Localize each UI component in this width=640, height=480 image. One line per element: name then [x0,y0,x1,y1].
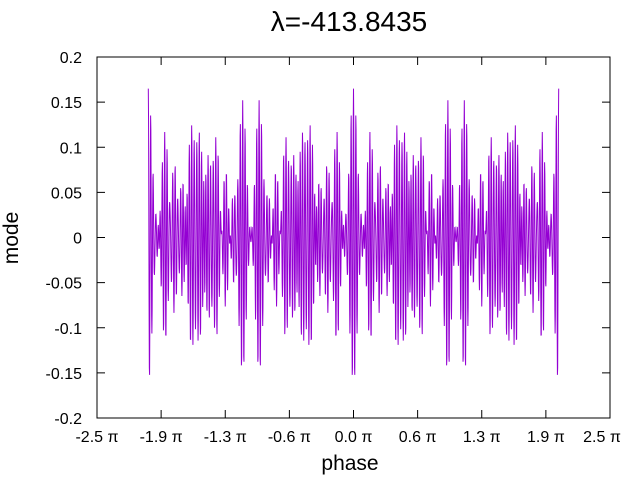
y-tick-label: 0.2 [60,50,82,67]
x-tick-label: 0.6 π [399,429,437,446]
x-tick-label: -2.5 π [75,429,118,446]
y-tick-label: -0.15 [46,366,83,383]
chart-title: λ=-413.8435 [271,6,427,37]
y-tick-label: -0.1 [54,321,82,338]
y-tick-label: 0 [73,231,82,248]
x-tick-label: -1.3 π [204,429,247,446]
y-axis-label: mode [0,212,23,265]
x-tick-label: 2.5 π [583,429,621,446]
x-tick-label: 0.0 π [335,429,373,446]
y-tick-label: 0.1 [60,140,82,157]
y-tick-label: -0.05 [46,276,83,293]
x-axis: -2.5 π -1.9 π -1.3 π -0.6 π 0.0 π 0.6 π 1.3 π 1… [75,57,621,446]
series-line [147,88,560,375]
series-layer [147,88,560,375]
y-tick-label: 0.15 [51,95,82,112]
y-axis: 0.2 0.15 0.1 0.05 0 -0.05 -0.1 -0.15 -0.2 [46,50,610,428]
x-tick-label: 1.3 π [463,429,501,446]
x-tick-label: -1.9 π [140,429,183,446]
x-tick-label: 1.9 π [527,429,565,446]
y-tick-label: 0.05 [51,185,82,202]
y-tick-label: -0.2 [54,411,82,428]
x-tick-label: -0.6 π [268,429,311,446]
x-axis-label: phase [321,452,378,475]
